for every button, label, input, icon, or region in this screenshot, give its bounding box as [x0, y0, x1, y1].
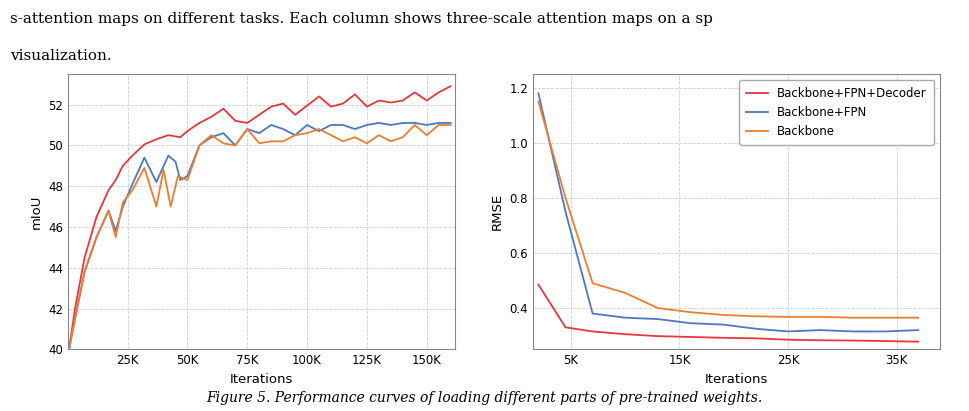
X-axis label: Iterations: Iterations — [230, 373, 294, 386]
Text: Figure 5. Performance curves of loading different parts of pre-trained weights.: Figure 5. Performance curves of loading … — [206, 391, 763, 405]
Text: visualization.: visualization. — [10, 49, 111, 63]
Legend: Backbone+FPN+Decoder, Backbone+FPN, Backbone: Backbone+FPN+Decoder, Backbone+FPN, Back… — [739, 80, 934, 145]
Text: s-attention maps on different tasks. Each column shows three-scale attention map: s-attention maps on different tasks. Eac… — [10, 12, 712, 26]
Y-axis label: RMSE: RMSE — [490, 193, 504, 230]
X-axis label: Iterations: Iterations — [704, 373, 768, 386]
Y-axis label: mIoU: mIoU — [29, 194, 43, 229]
